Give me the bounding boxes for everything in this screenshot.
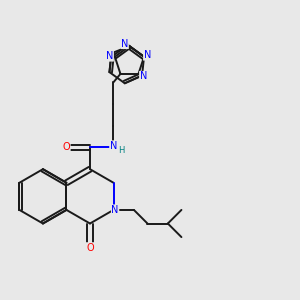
Text: O: O (62, 142, 70, 152)
Text: N: N (110, 141, 117, 151)
Text: N: N (106, 51, 113, 61)
Text: N: N (111, 205, 119, 215)
Text: O: O (86, 243, 94, 253)
Text: N: N (140, 71, 147, 81)
Text: N: N (144, 50, 151, 60)
Text: H: H (118, 146, 124, 154)
Text: N: N (121, 39, 128, 49)
